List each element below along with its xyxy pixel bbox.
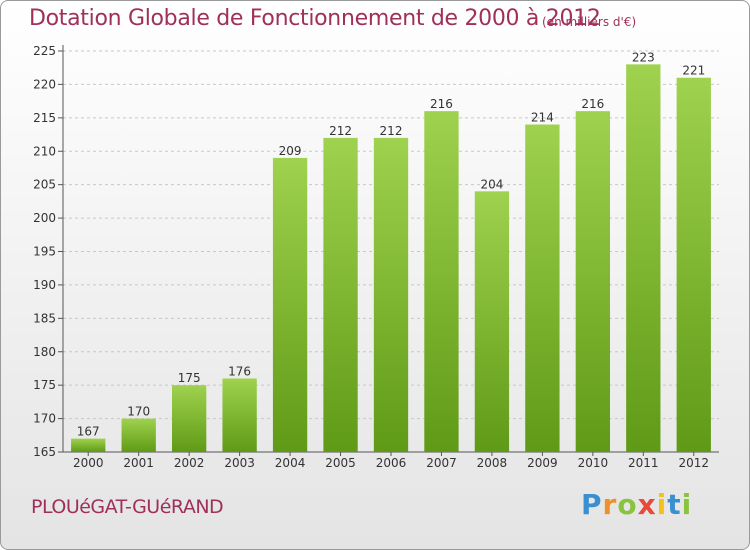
data-label: 212	[380, 124, 403, 138]
x-tick-label: 2007	[426, 456, 457, 470]
logo-letter: o	[617, 488, 638, 521]
x-tick-label: 2010	[578, 456, 609, 470]
logo-letter: t	[667, 488, 682, 521]
bar	[71, 438, 106, 452]
data-label: 175	[178, 371, 201, 385]
bar	[323, 137, 358, 452]
commune-name: PLOUéGAT-GUéRAND	[31, 496, 224, 518]
y-tick-label: 200	[33, 211, 56, 225]
logo-letter: i	[656, 488, 668, 521]
bar	[474, 191, 510, 452]
y-tick-label: 220	[33, 77, 56, 91]
y-tick-label: 180	[33, 345, 56, 359]
data-label: 214	[531, 111, 554, 125]
y-tick-label: 205	[33, 178, 56, 192]
x-tick-label: 2003	[224, 456, 255, 470]
x-tick-label: 2011	[628, 456, 659, 470]
x-tick-label: 2002	[174, 456, 205, 470]
chart-subtitle: (en milliers d'€)	[542, 15, 637, 29]
x-tick-label: 2008	[477, 456, 508, 470]
data-label: 176	[228, 364, 251, 378]
y-tick-labels: 165 170 175 180 185 190 195 200 205 210 215 220 225	[33, 44, 56, 459]
data-labels: 167 170 175 176 209 212 212 216 204 214 216 223 221	[77, 50, 705, 438]
y-tick-label: 210	[33, 144, 56, 158]
data-label: 167	[77, 425, 100, 439]
data-label: 223	[632, 50, 655, 64]
proxiti-logo: Proxiti	[581, 488, 692, 521]
x-tick-label: 2001	[123, 456, 154, 470]
x-tick-labels: 2000 2001 2002 2003 2004 2005 2006 2007 2008 2009…	[73, 456, 709, 470]
data-label: 209	[279, 144, 302, 158]
bar	[121, 418, 156, 452]
y-tick-label: 165	[33, 445, 56, 459]
x-tick-label: 2006	[376, 456, 407, 470]
bars	[71, 64, 711, 453]
x-tick-label: 2012	[678, 456, 709, 470]
chart-title: Dotation Globale de Fonctionnement de 20…	[29, 6, 601, 31]
data-label: 212	[329, 124, 352, 138]
data-label: 216	[430, 97, 453, 111]
bar	[424, 111, 459, 453]
bar	[373, 137, 409, 452]
y-tick-label: 175	[33, 378, 56, 392]
y-tick-label: 195	[33, 245, 56, 259]
y-tick-label: 215	[33, 111, 56, 125]
x-tick-label: 2005	[325, 456, 356, 470]
x-tick-label: 2004	[275, 456, 306, 470]
y-tick-label: 190	[33, 278, 56, 292]
bar	[626, 64, 661, 452]
bar	[272, 157, 308, 452]
bar	[676, 77, 711, 452]
data-label: 170	[127, 405, 150, 419]
data-label: 204	[480, 177, 503, 191]
bar	[222, 378, 257, 452]
y-tick-label: 170	[33, 412, 56, 426]
x-tick-label: 2000	[73, 456, 104, 470]
x-tick-label: 2009	[527, 456, 558, 470]
data-label: 221	[682, 64, 705, 78]
y-tick-label: 185	[33, 311, 56, 325]
logo-letter: x	[637, 488, 657, 521]
logo-letter: r	[602, 488, 618, 521]
data-label: 216	[581, 97, 604, 111]
logo-letter: P	[581, 488, 603, 521]
logo-letter: i	[681, 488, 693, 521]
bar	[575, 111, 611, 453]
bar	[171, 385, 207, 452]
bar	[525, 124, 560, 453]
y-tick-label: 225	[33, 44, 56, 58]
